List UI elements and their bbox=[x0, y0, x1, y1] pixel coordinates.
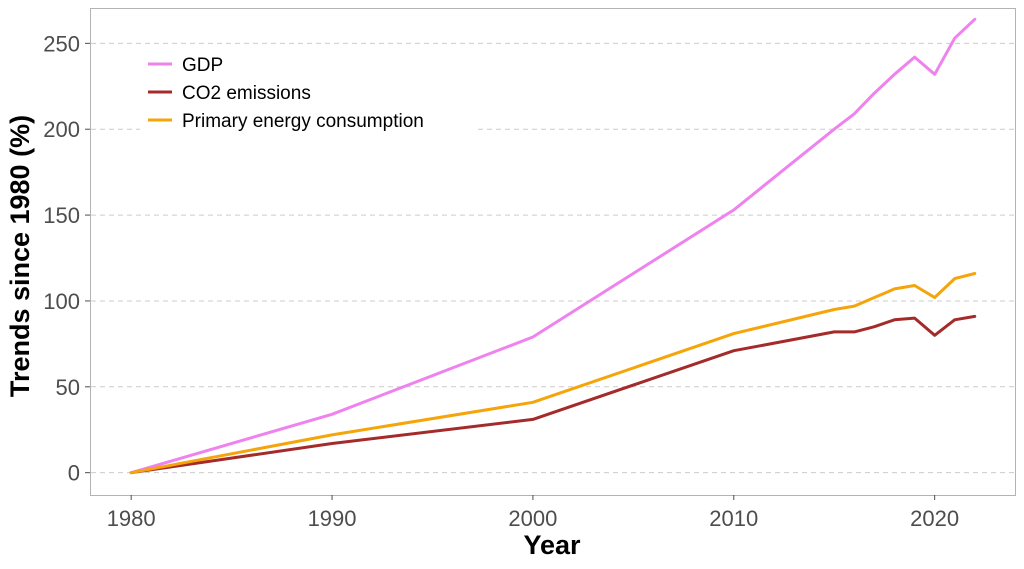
y-axis-title: Trends since 1980 (%) bbox=[5, 115, 35, 397]
x-tick-label: 2010 bbox=[709, 506, 758, 531]
x-tick-label: 2020 bbox=[910, 506, 959, 531]
legend-label-gdp: GDP bbox=[182, 55, 223, 76]
legend-label-co2-emissions: CO2 emissions bbox=[182, 83, 311, 104]
series-line-co2-emissions bbox=[129, 314, 977, 475]
y-tick-label: 100 bbox=[43, 289, 80, 314]
x-axis-title: Year bbox=[523, 530, 581, 560]
y-tick-label: 200 bbox=[43, 117, 80, 142]
series-lines bbox=[129, 17, 977, 475]
y-axis-ticks: 0 50 100 150 200 250 bbox=[43, 31, 90, 486]
legend: GDP CO2 emissions Primary energy consumpti… bbox=[140, 44, 475, 136]
y-tick-label: 250 bbox=[43, 31, 80, 56]
series-line-primary-energy-consumption bbox=[129, 272, 977, 475]
y-tick-label: 150 bbox=[43, 203, 80, 228]
x-tick-label: 1990 bbox=[308, 506, 357, 531]
x-axis-ticks: 1980 1990 2000 2010 2020 bbox=[107, 495, 959, 531]
legend-label-primary-energy-consumption: Primary energy consumption bbox=[182, 111, 424, 132]
y-tick-label: 50 bbox=[56, 375, 80, 400]
x-tick-label: 1980 bbox=[107, 506, 156, 531]
x-tick-label: 2000 bbox=[508, 506, 557, 531]
legend-background bbox=[140, 44, 475, 136]
y-tick-label: 0 bbox=[68, 461, 80, 486]
series-line-gdp bbox=[129, 17, 977, 475]
